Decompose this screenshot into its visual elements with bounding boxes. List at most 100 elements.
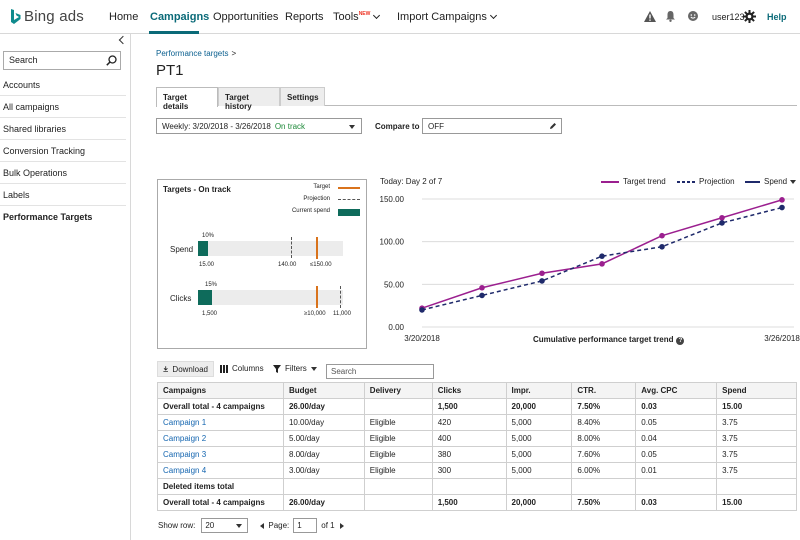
breadcrumb-link[interactable]: Performance targets — [156, 49, 229, 58]
col-header-delivery[interactable]: Delivery — [363, 382, 433, 399]
cell-delivery: Eligible — [363, 414, 433, 431]
col-header-clicks[interactable]: Clicks — [431, 382, 507, 399]
smiley-icon[interactable] — [688, 11, 698, 21]
cell-avg-cpc: 0.03 — [635, 494, 718, 511]
chevron-down-icon — [790, 179, 797, 184]
filters-button[interactable]: Filters — [273, 364, 317, 373]
bell-icon[interactable] — [666, 11, 675, 22]
table-row-deleted-items: Deleted items total — [157, 478, 797, 495]
table-row: Campaign 2 5.00/day Eligible 400 5,000 8.00% 0… — [157, 430, 797, 447]
spend-projection-marker — [291, 237, 292, 258]
spend-percent: 10% — [202, 233, 215, 239]
data-point — [479, 284, 485, 291]
legend-target-trend: Target trend — [601, 177, 666, 186]
dropdown-arrow-icon — [349, 125, 355, 129]
cell-clicks: 300 — [431, 462, 507, 479]
tab-target-details[interactable]: Target details — [156, 87, 218, 111]
sidebar-item-accounts[interactable]: Accounts — [0, 74, 126, 96]
dropdown-arrow-icon — [236, 524, 243, 528]
columns-button[interactable]: Columns — [220, 364, 264, 373]
col-header-ctr[interactable]: CTR. — [571, 382, 637, 399]
tab-settings[interactable]: Settings — [280, 87, 325, 106]
rows-per-page-select[interactable]: 20 — [201, 518, 249, 533]
cell-impressions: 5,000 — [505, 446, 573, 463]
cell-budget: 5.00/day — [282, 430, 365, 447]
compare-to-value: OFF — [428, 122, 444, 131]
cell-ctr: 8.40% — [571, 414, 637, 431]
cell-campaign: Campaign 4 — [157, 462, 284, 479]
cell-avg-cpc: 0.05 — [635, 414, 718, 431]
bing-ads-logo[interactable]: Bing ads — [10, 8, 84, 25]
cell-impressions — [505, 478, 573, 495]
cell-delivery: Eligible — [363, 462, 433, 479]
collapse-sidebar-icon[interactable] — [118, 35, 128, 45]
nav-import-label: Import Campaigns — [397, 11, 487, 23]
data-point — [719, 214, 725, 221]
tab-target-history[interactable]: Target history — [218, 87, 280, 111]
nav-import-campaigns[interactable]: Import Campaigns — [397, 11, 497, 23]
nav-reports[interactable]: Reports — [285, 11, 324, 23]
help-link[interactable]: Help — [767, 12, 787, 22]
cell-avg-cpc — [635, 478, 718, 495]
cell-spend — [716, 478, 797, 495]
legend-spend[interactable]: Spend — [745, 177, 797, 186]
col-header-spend[interactable]: Spend — [716, 382, 797, 399]
cell-spend: 15.00 — [716, 494, 797, 511]
table-row: Campaign 3 8.00/day Eligible 380 5,000 7.60% 0… — [157, 446, 797, 463]
table-row: Campaign 4 3.00/day Eligible 300 5,000 6.00% 0… — [157, 462, 797, 479]
sidebar-item-performance-targets[interactable]: Performance Targets — [3, 212, 93, 222]
nav-tools[interactable]: ToolsNEW — [333, 11, 381, 23]
data-point — [539, 278, 545, 284]
cell-spend: 15.00 — [716, 398, 797, 415]
page-number-input[interactable]: 1 — [293, 518, 318, 533]
gear-icon[interactable] — [743, 10, 756, 23]
legend-projection-swatch — [677, 180, 695, 183]
cell-campaign: Campaign 3 — [157, 446, 284, 463]
cell-clicks: 1,500 — [431, 398, 507, 415]
col-header-impressions[interactable]: Impr. — [505, 382, 573, 399]
campaign-link[interactable]: Campaign 2 — [163, 434, 207, 443]
trend-chart: 0.00 50.00 100.00 150.00 3/20/2018 3/26/2018 — [380, 195, 800, 343]
table-search-input[interactable]: Search — [326, 364, 434, 379]
campaign-link[interactable]: Campaign 4 — [163, 466, 207, 475]
col-header-campaigns[interactable]: Campaigns — [157, 382, 284, 399]
compare-to-field[interactable]: OFF — [422, 118, 562, 134]
nav-home[interactable]: Home — [109, 11, 139, 23]
campaign-link[interactable]: Campaign 3 — [163, 450, 207, 459]
data-point — [599, 261, 605, 267]
cell-budget: 3.00/day — [282, 462, 365, 479]
legend-projection: Projection — [677, 177, 735, 186]
sidebar-item-conversion-tracking[interactable]: Conversion Tracking — [0, 140, 126, 162]
cell-impressions: 5,000 — [505, 414, 573, 431]
pencil-icon[interactable] — [549, 122, 557, 130]
col-header-avg-cpc[interactable]: Avg. CPC — [635, 382, 718, 399]
cell-avg-cpc: 0.03 — [635, 398, 718, 415]
clicks-projection: 11,000 — [333, 311, 351, 317]
col-header-budget[interactable]: Budget — [282, 382, 365, 399]
search-icon[interactable] — [106, 55, 117, 66]
warning-icon[interactable] — [644, 11, 656, 22]
download-button[interactable]: Download — [157, 361, 214, 377]
sidebar-item-bulk-operations[interactable]: Bulk Operations — [0, 162, 126, 184]
download-icon — [163, 366, 169, 372]
nav-opportunities[interactable]: Opportunities — [213, 11, 279, 23]
sidebar-item-all-campaigns[interactable]: All campaigns — [0, 96, 126, 118]
previous-page-icon[interactable] — [260, 522, 265, 529]
nav-campaigns[interactable]: Campaigns — [150, 11, 210, 23]
next-page-icon[interactable] — [339, 522, 344, 529]
columns-label: Columns — [232, 364, 264, 373]
cell-impressions: 20,000 — [505, 494, 573, 511]
cell-spend: 3.75 — [716, 414, 797, 431]
sidebar-item-shared-libraries[interactable]: Shared libraries — [0, 118, 126, 140]
user-name[interactable]: user123 — [712, 12, 745, 22]
campaign-link[interactable]: Campaign 1 — [163, 418, 207, 427]
help-question-icon[interactable]: ? — [676, 337, 685, 345]
clicks-label: Clicks — [170, 294, 192, 303]
sidebar-search-input[interactable]: Search — [3, 51, 121, 70]
clicks-bar-track — [198, 290, 343, 305]
legend-target-trend-swatch — [601, 180, 619, 183]
period-dropdown[interactable]: Weekly: 3/20/2018 - 3/26/2018 On track — [156, 118, 362, 134]
chart-today-label: Today: Day 2 of 7 — [380, 177, 443, 186]
cell-budget: 8.00/day — [282, 446, 365, 463]
sidebar-item-labels[interactable]: Labels — [0, 184, 126, 206]
